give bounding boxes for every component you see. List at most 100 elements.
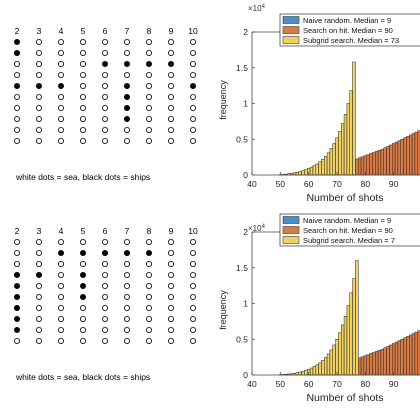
sea-dot: [36, 238, 43, 245]
histogram-bar: [414, 331, 419, 376]
sea-dot: [167, 105, 174, 112]
x-tick-label: 40: [247, 379, 257, 389]
board-caption: white dots = sea, black dots = ships: [15, 372, 150, 382]
histogram-bar: [366, 354, 370, 376]
sea-dot: [102, 72, 109, 79]
histogram-bar: [406, 336, 410, 376]
ship-dot: [80, 250, 87, 257]
sea-dot: [102, 294, 109, 301]
sea-dot: [80, 72, 87, 79]
board-caption: white dots = sea, black dots = ships: [15, 172, 150, 182]
sea-dot: [145, 116, 152, 123]
sea-dot: [36, 50, 43, 57]
legend-swatch: [282, 226, 300, 234]
sea-dot: [58, 94, 65, 101]
sea-dot: [167, 272, 174, 279]
sea-dot: [80, 337, 87, 344]
histogram-bar: [295, 172, 299, 176]
column-label: 7: [125, 26, 130, 36]
histogram-bar: [360, 156, 365, 176]
column-label: 10: [188, 226, 198, 236]
sea-dot: [145, 238, 152, 245]
ship-dot: [36, 272, 43, 279]
sea-dot: [167, 83, 174, 90]
histogram-bar: [375, 351, 379, 376]
sea-dot: [189, 39, 196, 46]
histogram-bar: [346, 305, 351, 376]
sea-dot: [80, 137, 87, 144]
column-label: 4: [59, 26, 64, 36]
sea-dot: [58, 137, 65, 144]
sea-dot: [102, 127, 109, 134]
sea-dot: [58, 283, 65, 290]
column-label: 2: [15, 226, 20, 236]
ship-dot: [13, 305, 20, 312]
sea-dot: [145, 316, 152, 323]
histogram-bar: [326, 353, 331, 376]
column-label: 5: [81, 26, 86, 36]
legend-label: Naive random. Median = 9: [303, 216, 391, 225]
histogram-bar: [329, 148, 333, 176]
sea-dot: [145, 327, 152, 334]
histogram-bar: [338, 332, 342, 376]
sea-dot: [58, 105, 65, 112]
histogram-bar: [372, 352, 376, 376]
sea-dot: [102, 94, 109, 101]
sea-dot: [167, 137, 174, 144]
histogram-bar: [360, 356, 365, 376]
histogram-bar: [301, 371, 305, 376]
histogram-bar: [369, 153, 373, 176]
ship-dot: [124, 250, 131, 257]
sea-dot: [36, 316, 43, 323]
sea-dot: [124, 294, 131, 301]
sea-dot: [58, 61, 65, 68]
histogram-bar: [414, 131, 419, 176]
sea-dot: [124, 72, 131, 79]
histogram-bar: [301, 170, 305, 176]
sea-dot: [124, 137, 131, 144]
y-axis-label: frequency: [218, 290, 228, 330]
column-label: 4: [59, 226, 64, 236]
histogram-bar: [324, 156, 328, 176]
sea-dot: [36, 105, 43, 112]
histogram-bar: [304, 370, 308, 376]
histogram-bar: [358, 157, 362, 176]
y-tick-label: 1.5: [236, 263, 248, 273]
legend-label: Search on hit. Median = 90: [303, 26, 393, 35]
ship-dot: [189, 83, 196, 90]
sea-dot: [80, 94, 87, 101]
histogram-bar: [335, 137, 339, 176]
sea-dot: [36, 61, 43, 68]
sea-dot: [167, 316, 174, 323]
legend-swatch: [282, 16, 300, 24]
sea-dot: [80, 61, 87, 68]
sea-dot: [167, 238, 174, 245]
sea-dot: [80, 327, 87, 334]
ship-dot: [13, 83, 20, 90]
sea-dot: [189, 327, 196, 334]
ship-dot: [13, 316, 20, 323]
histogram-bar: [389, 144, 393, 176]
sea-dot: [102, 327, 109, 334]
histogram-bar: [394, 341, 399, 376]
histogram-bar: [392, 143, 396, 176]
histogram-bar: [318, 161, 322, 176]
sea-dot: [36, 337, 43, 344]
histogram-bar: [332, 344, 336, 376]
sea-dot: [167, 39, 174, 46]
sea-dot: [58, 337, 65, 344]
ship-dot: [13, 283, 20, 290]
sea-dot: [102, 337, 109, 344]
legend-label: Naive random. Median = 9: [303, 16, 391, 25]
legend-label: Subgrid search. Median = 73: [303, 36, 399, 45]
sea-dot: [102, 116, 109, 123]
sea-dot: [58, 72, 65, 79]
legend-swatch: [282, 36, 300, 44]
sea-dot: [124, 316, 131, 323]
sea-dot: [58, 272, 65, 279]
y-tick-label: 2: [243, 27, 248, 37]
column-label: 5: [81, 226, 86, 236]
ship-dot: [124, 116, 131, 123]
histogram-bar: [406, 136, 410, 176]
sea-dot: [145, 94, 152, 101]
